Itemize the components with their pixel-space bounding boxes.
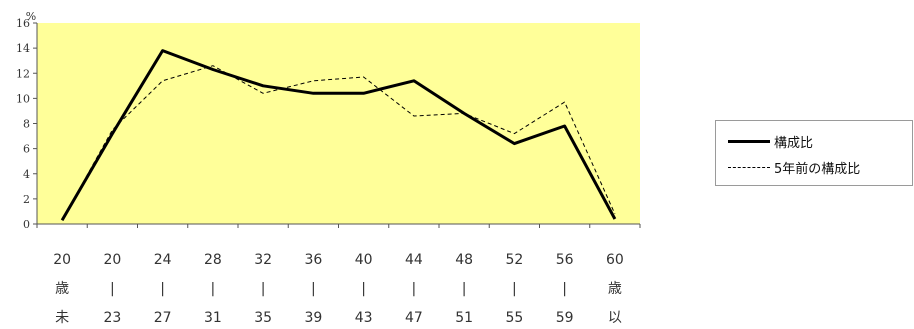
x-tick-label: 31 bbox=[204, 310, 222, 326]
legend-item-series-1: 構成比 bbox=[728, 131, 813, 151]
x-tick-label: 60 bbox=[606, 252, 624, 268]
y-axis: 0 2 4 6 8 10 12 14 16% bbox=[16, 10, 38, 231]
x-tick-label: 28 bbox=[204, 252, 222, 268]
y-tick-label: 12 bbox=[16, 67, 30, 80]
x-tick-label: 43 bbox=[355, 310, 373, 326]
x-tick-label: 51 bbox=[455, 310, 473, 326]
x-tick-label: | bbox=[462, 281, 467, 297]
y-tick-label: 14 bbox=[16, 42, 30, 55]
x-tick-label: 56 bbox=[556, 252, 574, 268]
y-tick-label: 10 bbox=[16, 92, 30, 105]
y-unit-label: % bbox=[26, 10, 36, 23]
y-tick-label: 2 bbox=[23, 193, 30, 206]
x-tick-label: 20 bbox=[53, 252, 71, 268]
series-layer bbox=[60, 49, 617, 221]
x-tick-label: 35 bbox=[254, 310, 272, 326]
x-axis: 20歳未20|2324|2728|3132|3536|3940|4344|474… bbox=[36, 223, 641, 326]
legend-swatch-solid bbox=[728, 139, 770, 143]
legend-label: 5年前の構成比 bbox=[774, 161, 861, 177]
y-tick-label: 4 bbox=[23, 168, 30, 181]
x-tick-label: 歳 bbox=[608, 281, 622, 297]
x-tick-label: | bbox=[110, 281, 115, 297]
x-tick-label: 32 bbox=[254, 252, 272, 268]
plot-area bbox=[37, 23, 640, 224]
y-tick-label: 0 bbox=[23, 218, 30, 231]
x-tick-label: 23 bbox=[103, 310, 121, 326]
x-tick-label: | bbox=[361, 281, 366, 297]
x-tick-label: 36 bbox=[304, 252, 322, 268]
x-tick-label: | bbox=[412, 281, 417, 297]
x-tick-label: 48 bbox=[455, 252, 473, 268]
x-tick-label: 歳 bbox=[55, 281, 69, 297]
series-line-1 bbox=[60, 49, 617, 221]
x-tick-label: 以 bbox=[608, 310, 622, 326]
y-tick-label: 8 bbox=[23, 118, 30, 131]
legend-swatch-dashed bbox=[728, 166, 770, 168]
x-tick-label: 55 bbox=[505, 310, 523, 326]
series-line-2 bbox=[61, 65, 616, 221]
x-tick-label: 39 bbox=[304, 310, 322, 326]
y-tick-label: 6 bbox=[23, 143, 30, 156]
x-tick-label: | bbox=[512, 281, 517, 297]
legend-label: 構成比 bbox=[774, 135, 814, 151]
x-tick-label: 52 bbox=[505, 252, 523, 268]
legend: 構成比 5年前の構成比 bbox=[715, 120, 913, 186]
x-tick-label: 20 bbox=[103, 252, 121, 268]
legend-item-series-2: 5年前の構成比 bbox=[728, 157, 860, 177]
x-tick-label: | bbox=[562, 281, 567, 297]
x-tick-label: 未 bbox=[55, 310, 69, 326]
x-tick-label: 44 bbox=[405, 252, 423, 268]
x-tick-label: 27 bbox=[154, 310, 172, 326]
x-tick-label: 47 bbox=[405, 310, 423, 326]
x-tick-label: | bbox=[211, 281, 216, 297]
x-tick-label: | bbox=[311, 281, 316, 297]
y-tick-label: 16 bbox=[16, 17, 30, 30]
x-tick-label: | bbox=[261, 281, 266, 297]
x-tick-label: 59 bbox=[556, 310, 574, 326]
x-tick-label: 24 bbox=[154, 252, 172, 268]
x-tick-label: 40 bbox=[355, 252, 373, 268]
x-tick-label: | bbox=[160, 281, 165, 297]
